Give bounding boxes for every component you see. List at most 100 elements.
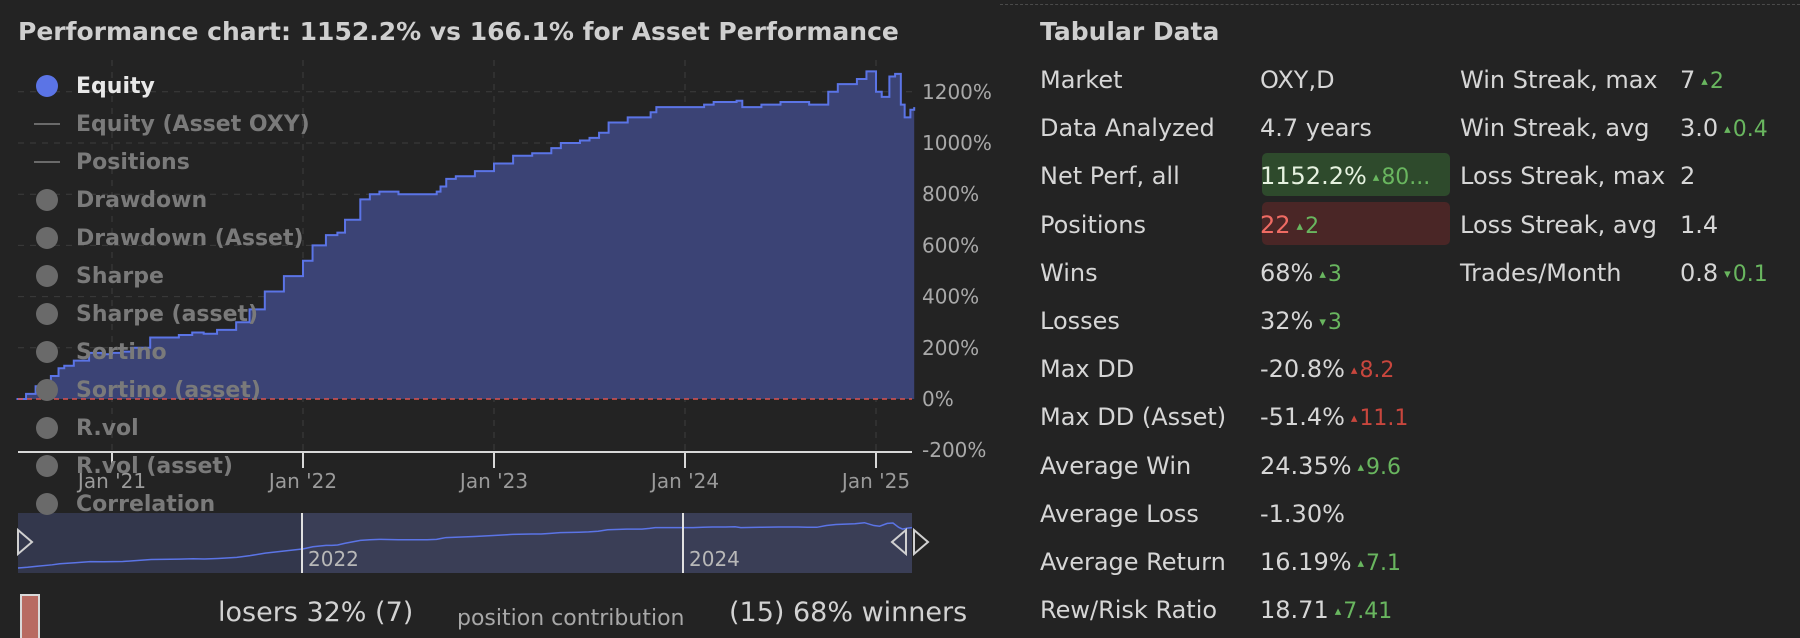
x-tick-label: Jan '23 xyxy=(458,469,528,493)
top-divider xyxy=(1000,4,1800,5)
up-arrow-icon: ▴ xyxy=(1724,122,1731,138)
legend-item[interactable]: Sortino (asset) xyxy=(34,371,334,409)
tab-label: Loss Streak, avg xyxy=(1460,210,1658,239)
legend-item[interactable]: Sortino xyxy=(34,333,334,371)
tab-label: Trades/Month xyxy=(1460,258,1622,287)
tab-value: 4.7 years xyxy=(1260,114,1372,143)
tab-label: Market xyxy=(1040,66,1123,94)
y-tick-label: 1200% xyxy=(922,80,992,104)
tab-label: Max DD xyxy=(1040,355,1135,384)
contribution-bar xyxy=(20,594,40,638)
equity-area xyxy=(16,71,915,399)
chart-legend: Equity Equity (Asset OXY) Positions Drawdow… xyxy=(34,67,334,523)
legend-item[interactable]: R.vol xyxy=(34,409,334,447)
up-arrow-icon: ▴ xyxy=(1357,459,1365,475)
legend-label: Equity (Asset OXY) xyxy=(76,111,310,137)
legend-label: R.vol (asset) xyxy=(76,453,233,479)
legend-item[interactable]: Drawdown xyxy=(34,181,334,219)
chart-title: Performance chart: 1152.2% vs 166.1% for… xyxy=(18,17,899,46)
y-tick-label: 800% xyxy=(922,182,979,206)
legend-dot-icon xyxy=(34,265,60,287)
up-arrow-icon: ▴ xyxy=(1319,266,1326,282)
y-tick-label: 400% xyxy=(922,285,979,309)
up-arrow-icon: ▴ xyxy=(1296,218,1304,234)
tab-value: 1.4 xyxy=(1680,210,1719,239)
tab-value: 7 ▴2 xyxy=(1680,66,1724,94)
navigator-tick-label: 2024 xyxy=(689,547,740,571)
tab-value: 22 ▴2 xyxy=(1260,210,1320,239)
y-tick-label: -200% xyxy=(922,438,986,462)
tab-value: 2 xyxy=(1680,162,1696,191)
tab-label: Average Loss xyxy=(1040,499,1199,528)
legend-label: Positions xyxy=(76,149,190,175)
tab-value: -1.30% xyxy=(1260,499,1345,528)
x-tick-label: Jan '24 xyxy=(649,469,719,493)
tab-value: 68% ▴3 xyxy=(1260,258,1342,287)
legend-item[interactable]: Drawdown (Asset) xyxy=(34,219,334,257)
equity-line xyxy=(16,70,916,400)
legend-dot-icon xyxy=(34,227,60,249)
tab-value: 16.19% ▴7.1 xyxy=(1260,548,1402,576)
legend-dot-icon xyxy=(34,493,60,515)
tab-label: Wins xyxy=(1040,258,1098,287)
tabular-title: Tabular Data xyxy=(1040,17,1220,46)
legend-line-icon xyxy=(34,161,60,163)
navigator-line xyxy=(17,521,913,569)
tab-value: 32% ▾3 xyxy=(1260,307,1342,335)
up-arrow-icon: ▴ xyxy=(1701,74,1708,89)
tab-label: Average Win xyxy=(1040,451,1192,480)
legend-dot-icon xyxy=(34,417,60,439)
navigator-left-handle-icon xyxy=(17,527,34,557)
down-arrow-icon: ▾ xyxy=(1319,315,1326,330)
down-arrow-icon: ▾ xyxy=(1724,266,1731,282)
navigator-tick-label: 2022 xyxy=(308,547,359,571)
tab-value: 0.8 ▾0.1 xyxy=(1680,258,1768,287)
winners-label: (15) 68% winners xyxy=(729,597,968,628)
legend-item[interactable]: Sharpe xyxy=(34,257,334,295)
y-tick-label: 600% xyxy=(922,233,979,257)
tab-value: 24.35% ▴9.6 xyxy=(1260,451,1402,480)
navigator-scroll-right-icon xyxy=(913,527,930,557)
y-tick-label: 1000% xyxy=(922,131,992,155)
legend-label: Drawdown xyxy=(76,187,208,213)
legend-dot-icon xyxy=(34,455,60,477)
tab-label: Data Analyzed xyxy=(1040,114,1215,143)
legend-item[interactable]: Correlation xyxy=(34,485,334,523)
tab-label: Losses xyxy=(1040,307,1120,335)
up-arrow-icon: ▴ xyxy=(1350,411,1358,427)
tab-value: 1152.2% ▴80... xyxy=(1260,162,1431,191)
legend-dot-icon xyxy=(34,75,60,97)
tab-label: Win Streak, max xyxy=(1460,66,1658,94)
positions-highlight xyxy=(1262,202,1450,245)
legend-item[interactable]: R.vol (asset) xyxy=(34,447,334,485)
x-tick-label: Jan '22 xyxy=(267,469,337,493)
up-arrow-icon: ▴ xyxy=(1334,604,1342,620)
position-contribution-label: position contribution xyxy=(457,606,685,631)
legend-label: Sharpe xyxy=(76,263,164,289)
tab-value: -20.8% ▴8.2 xyxy=(1260,355,1395,384)
legend-label: Sharpe (asset) xyxy=(76,301,259,327)
legend-item[interactable]: Equity (Asset OXY) xyxy=(34,105,334,143)
tab-label: Average Return xyxy=(1040,548,1226,576)
legend-dot-icon xyxy=(34,189,60,211)
x-tick-label: Jan '25 xyxy=(840,469,910,493)
legend-dot-icon xyxy=(34,379,60,401)
up-arrow-icon: ▴ xyxy=(1372,170,1380,186)
legend-label: Sortino xyxy=(76,339,167,365)
tab-value: 3.0 ▴0.4 xyxy=(1680,114,1768,143)
legend-item[interactable]: Equity xyxy=(34,67,334,105)
navigator-right-handle-icon xyxy=(890,527,907,557)
tab-value: -51.4% ▴11.1 xyxy=(1260,403,1409,432)
losers-label: losers 32% (7) xyxy=(218,597,414,628)
tab-label: Net Perf, all xyxy=(1040,162,1180,191)
legend-item[interactable]: Sharpe (asset) xyxy=(34,295,334,333)
legend-label: Drawdown (Asset) xyxy=(76,225,304,251)
tab-value: 18.71 ▴7.41 xyxy=(1260,596,1393,625)
legend-dot-icon xyxy=(34,341,60,363)
tab-label: Win Streak, avg xyxy=(1460,114,1650,143)
tab-label: Loss Streak, max xyxy=(1460,162,1666,191)
legend-item[interactable]: Positions xyxy=(34,143,334,181)
up-arrow-icon: ▴ xyxy=(1350,363,1358,379)
performance-chart: 1200% 1000% 800% 600% 400% 200% 0% -200% Jan '21… xyxy=(16,60,992,573)
legend-label: Equity xyxy=(76,73,155,99)
